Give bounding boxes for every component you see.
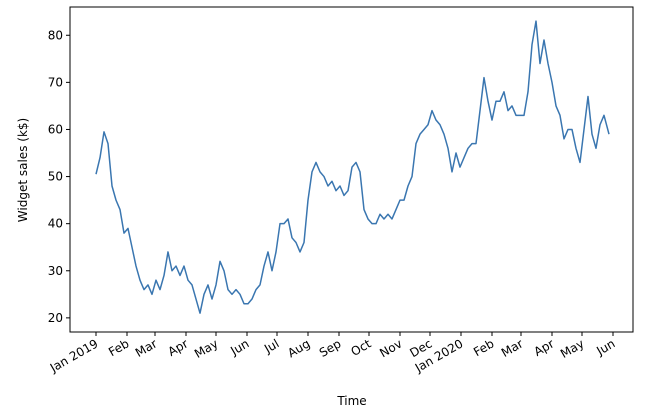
x-tick-label: Apr [532,336,557,359]
x-tick-label: Jun [593,336,617,358]
x-tick-label: Jul [261,336,281,356]
y-tick-label: 70 [48,75,63,89]
x-tick-label: Oct [349,336,374,359]
x-tick-label: May [192,336,220,361]
data-line [95,20,610,314]
y-tick-label: 60 [48,122,63,136]
x-tick-label: Feb [471,336,496,359]
y-tick-label: 50 [48,170,63,184]
y-tick-label: 30 [48,264,63,278]
y-tick-label: 20 [48,311,63,325]
x-tick-label: Aug [285,336,312,360]
x-tick-label: Feb [106,336,131,359]
x-tick-label: Mar [133,336,160,359]
y-tick-label: 40 [48,217,63,231]
x-tick-label: Jan 2019 [47,336,101,375]
x-tick-label: Jun [227,336,251,358]
x-tick-label: Mar [499,336,526,359]
y-tick-label: 80 [48,28,63,42]
x-tick-label: Apr [166,336,191,359]
x-tick-label: May [558,336,586,361]
x-axis-label: Time [336,394,366,408]
y-axis-label: Widget sales (k$) [16,118,30,222]
x-tick-label: Sep [317,336,344,359]
plot-frame [69,6,634,333]
x-tick-label: Nov [377,336,404,360]
